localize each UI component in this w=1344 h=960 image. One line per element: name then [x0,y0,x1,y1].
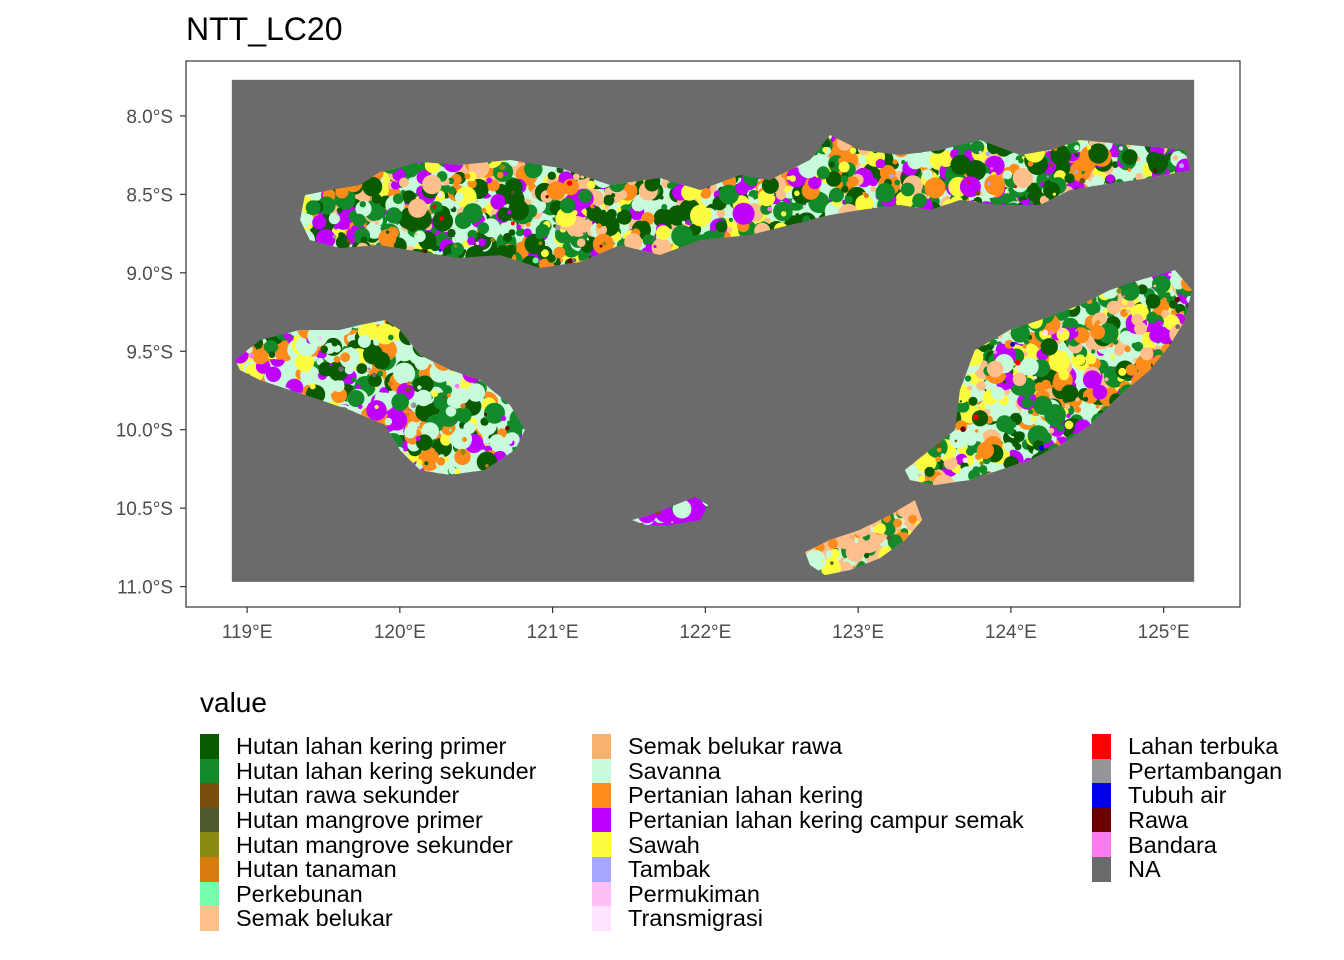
legend-label: Tubuh air [1128,782,1227,809]
legend-label: Hutan mangrove primer [236,807,483,834]
legend-key-swatch [1092,807,1111,833]
legend-item: Pertambangan [1092,757,1283,784]
x-tick-label: 124°E [985,622,1037,643]
legend-item: Hutan mangrove sekunder [200,832,536,857]
x-tick-label: 119°E [222,622,273,643]
legend-item: Hutan lahan kering primer [200,734,536,759]
legend-key-swatch [200,807,219,833]
legend-key-swatch [592,856,611,882]
legend-label: Sawah [628,831,700,858]
legend-item: Permukiman [592,880,1024,907]
legend-label: Savanna [628,757,721,784]
legend-label: Pertambangan [1128,757,1283,784]
legend-item: Hutan tanaman [200,856,536,883]
legend-label: Hutan lahan kering primer [236,733,507,760]
legend-key-swatch [200,832,219,857]
legend-key-swatch [1092,856,1111,882]
legend-item: Semak belukar rawa [592,734,1024,759]
y-tick-label: 8.0°S [126,107,173,128]
legend-item: Pertanian lahan kering campur semak [592,807,1024,834]
legend-item: Rawa [1092,807,1282,834]
x-tick-label: 122°E [679,622,731,643]
legend-key-swatch [200,881,219,907]
legend-label: Pertanian lahan kering campur semak [628,807,1024,834]
legend-label: Hutan mangrove sekunder [236,831,513,858]
legend-column: Hutan lahan kering primer Hutan lahan ker… [200,734,536,931]
legend-key-swatch [592,832,611,857]
legend-item: Lahan terbuka [1092,734,1282,759]
legend-key-swatch [592,734,611,759]
legend-key-swatch [200,758,219,784]
legend-label: Hutan lahan kering sekunder [236,757,537,784]
legend-item: Hutan rawa sekunder [200,783,536,808]
legend-key-swatch [592,783,611,808]
legend-item: Perkebunan [200,880,536,907]
legend-key-swatch [592,906,611,931]
legend-label: Rawa [1128,807,1189,834]
legend-item: NA [1092,856,1282,883]
legend-column: Lahan terbuka Pertambangan Tubuh air Rawa Ba… [1092,734,1282,882]
legend-item: Tubuh air [1092,783,1282,808]
map-plot: 119°E 120°E 121°E 122°E 123°E 124°E 125°E 8.0°S… [116,60,1241,643]
legend-label: Lahan terbuka [1128,733,1279,760]
legend-key-swatch [592,881,611,907]
legend-title: value [200,687,267,718]
legend-item: Sawah [592,832,1024,857]
legend-item: Savanna [592,757,1024,784]
legend-label: Semak belukar [236,905,393,932]
legend-label: Perkebunan [236,880,363,907]
x-tick-label: 121°E [527,622,579,643]
x-tick-label: 125°E [1138,622,1190,643]
map-title: NTT_LC20 [186,11,343,47]
legend-key-swatch [1092,832,1111,857]
legend-label: Bandara [1128,831,1217,858]
legend-label: Hutan rawa sekunder [236,782,460,809]
x-tick-label: 123°E [832,622,884,643]
legend-key-swatch [592,807,611,833]
legend-column: Semak belukar rawa Savanna Pertanian lahan… [592,734,1024,931]
legend-label: Permukiman [628,880,760,907]
legend-key-swatch [592,758,611,784]
legend-key-swatch [200,734,219,759]
legend-label: Tambak [628,856,711,883]
legend-key-swatch [200,783,219,808]
legend-item: Bandara [1092,832,1282,857]
legend-item: Hutan mangrove primer [200,807,536,834]
y-tick-label: 10.0°S [116,421,173,442]
legend-key-swatch [200,906,219,931]
legend-key-swatch [1092,734,1111,759]
legend-label: Transmigrasi [628,905,763,932]
legend-item: Semak belukar [200,906,536,931]
legend-item: Tambak [592,856,1024,883]
legend-label: Semak belukar rawa [628,733,843,760]
legend-label: NA [1128,856,1161,883]
legend-label: Hutan tanaman [236,856,397,883]
y-tick-label: 11.0°S [117,578,173,599]
y-tick-label: 10.5°S [116,499,173,520]
legend-item: Pertanian lahan kering [592,783,1024,808]
y-tick-label: 8.5°S [126,185,173,206]
legend-item: Transmigrasi [592,906,1024,931]
legend-key-swatch [1092,758,1111,784]
y-tick-label: 9.0°S [126,264,173,285]
legend-key-swatch [200,856,219,882]
legend-label: Pertanian lahan kering [628,782,864,809]
legend-key-swatch [1092,783,1111,808]
legend-item: Hutan lahan kering sekunder [200,757,537,784]
y-tick-label: 9.5°S [126,342,173,363]
x-tick-label: 120°E [374,622,426,643]
